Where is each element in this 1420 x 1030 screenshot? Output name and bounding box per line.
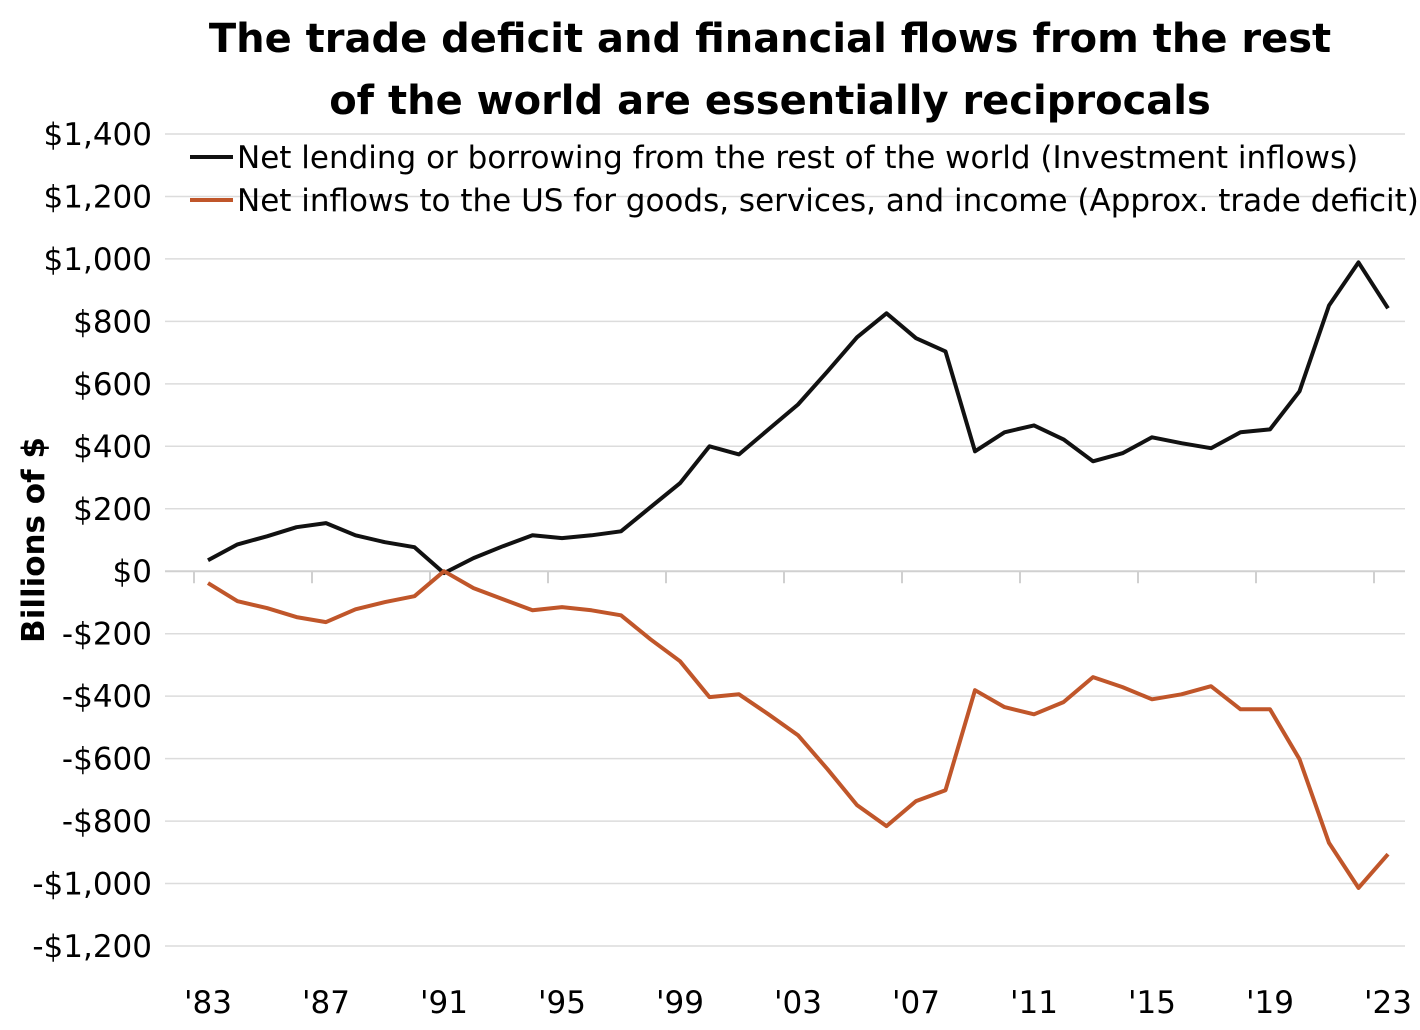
x-tick-label: '11 <box>1010 985 1058 1021</box>
y-tick-label: $400 <box>73 429 152 465</box>
x-tick-label: '87 <box>302 985 350 1021</box>
x-tick-label: '07 <box>892 985 940 1021</box>
y-tick-label: -$1,200 <box>32 929 152 965</box>
x-tick-label: '03 <box>774 985 822 1021</box>
y-axis-title: Billions of $ <box>16 437 52 643</box>
x-tick-label: '95 <box>538 985 586 1021</box>
x-tick-label: '15 <box>1128 985 1176 1021</box>
y-tick-label: -$800 <box>62 804 152 840</box>
y-tick-label: $800 <box>73 304 152 340</box>
y-tick-label: -$200 <box>62 617 152 653</box>
y-tick-label: $1,200 <box>44 179 152 215</box>
x-tick-label: '99 <box>656 985 704 1021</box>
y-tick-label: -$600 <box>62 742 152 778</box>
y-tick-label: $1,400 <box>44 117 152 153</box>
x-tick-label: '23 <box>1364 985 1412 1021</box>
x-tick-label: '91 <box>420 985 468 1021</box>
chart-title-line-1: The trade deficit and financial flows fr… <box>209 16 1331 62</box>
y-tick-label: $0 <box>113 554 152 590</box>
y-tick-label: -$400 <box>62 679 152 715</box>
y-tick-label: -$1,000 <box>32 867 152 903</box>
legend-label: Net lending or borrowing from the rest o… <box>237 140 1358 176</box>
x-tick-label: '19 <box>1246 985 1294 1021</box>
y-tick-label: $1,000 <box>44 242 152 278</box>
series-line-2 <box>206 569 1390 890</box>
series-line-1 <box>207 260 1390 576</box>
legend-label: Net inflows to the US for goods, service… <box>237 183 1419 219</box>
y-tick-label: $200 <box>73 492 152 528</box>
chart-title-line-2: of the world are essentially reciprocals <box>329 78 1211 124</box>
x-tick-label: '83 <box>184 985 232 1021</box>
y-tick-label: $600 <box>73 367 152 403</box>
